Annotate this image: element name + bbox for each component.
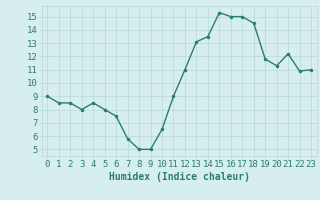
X-axis label: Humidex (Indice chaleur): Humidex (Indice chaleur) bbox=[109, 172, 250, 182]
